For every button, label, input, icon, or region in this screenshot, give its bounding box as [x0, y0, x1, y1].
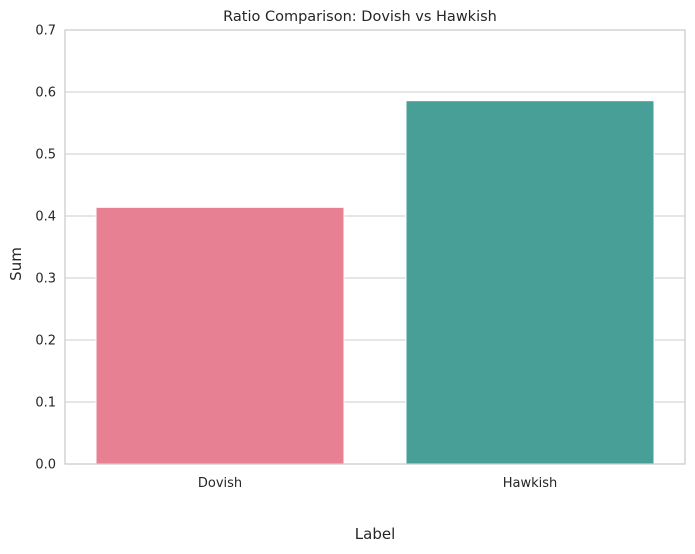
- x-tick-label: Dovish: [198, 476, 242, 491]
- y-tick-label: 0.0: [35, 458, 56, 473]
- y-axis-title: Sum: [7, 247, 25, 281]
- bar-hawkish: [405, 100, 655, 465]
- x-tick-label: Hawkish: [503, 476, 558, 491]
- y-tick-label: 0.4: [35, 210, 56, 225]
- y-tick-label: 0.2: [35, 334, 56, 349]
- y-tick-label: 0.3: [35, 272, 56, 287]
- y-tick-labels: 0.0 0.1 0.2 0.3 0.4 0.5 0.6 0.7: [35, 24, 56, 473]
- x-tick-labels: Dovish Hawkish: [198, 476, 557, 491]
- y-tick-label: 0.1: [35, 396, 56, 411]
- bar-dovish: [95, 206, 345, 465]
- x-axis-title: Label: [355, 525, 395, 543]
- y-tick-label: 0.6: [35, 86, 56, 101]
- chart-title: Ratio Comparison: Dovish vs Hawkish: [223, 9, 497, 25]
- plot-frame: [64, 29, 686, 465]
- y-tick-label: 0.5: [35, 148, 56, 163]
- y-tick-label: 0.7: [35, 24, 56, 39]
- bars: [95, 100, 655, 465]
